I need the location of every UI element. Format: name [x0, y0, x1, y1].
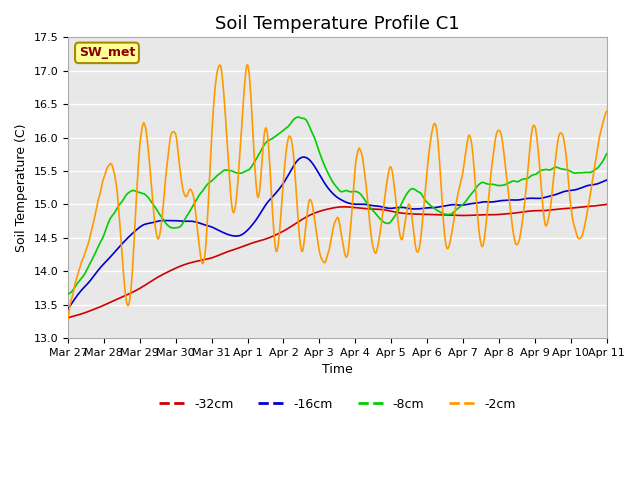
Text: SW_met: SW_met — [79, 47, 135, 60]
Legend: -32cm, -16cm, -8cm, -2cm: -32cm, -16cm, -8cm, -2cm — [154, 393, 521, 416]
X-axis label: Time: Time — [322, 363, 353, 376]
Title: Soil Temperature Profile C1: Soil Temperature Profile C1 — [215, 15, 460, 33]
Y-axis label: Soil Temperature (C): Soil Temperature (C) — [15, 123, 28, 252]
